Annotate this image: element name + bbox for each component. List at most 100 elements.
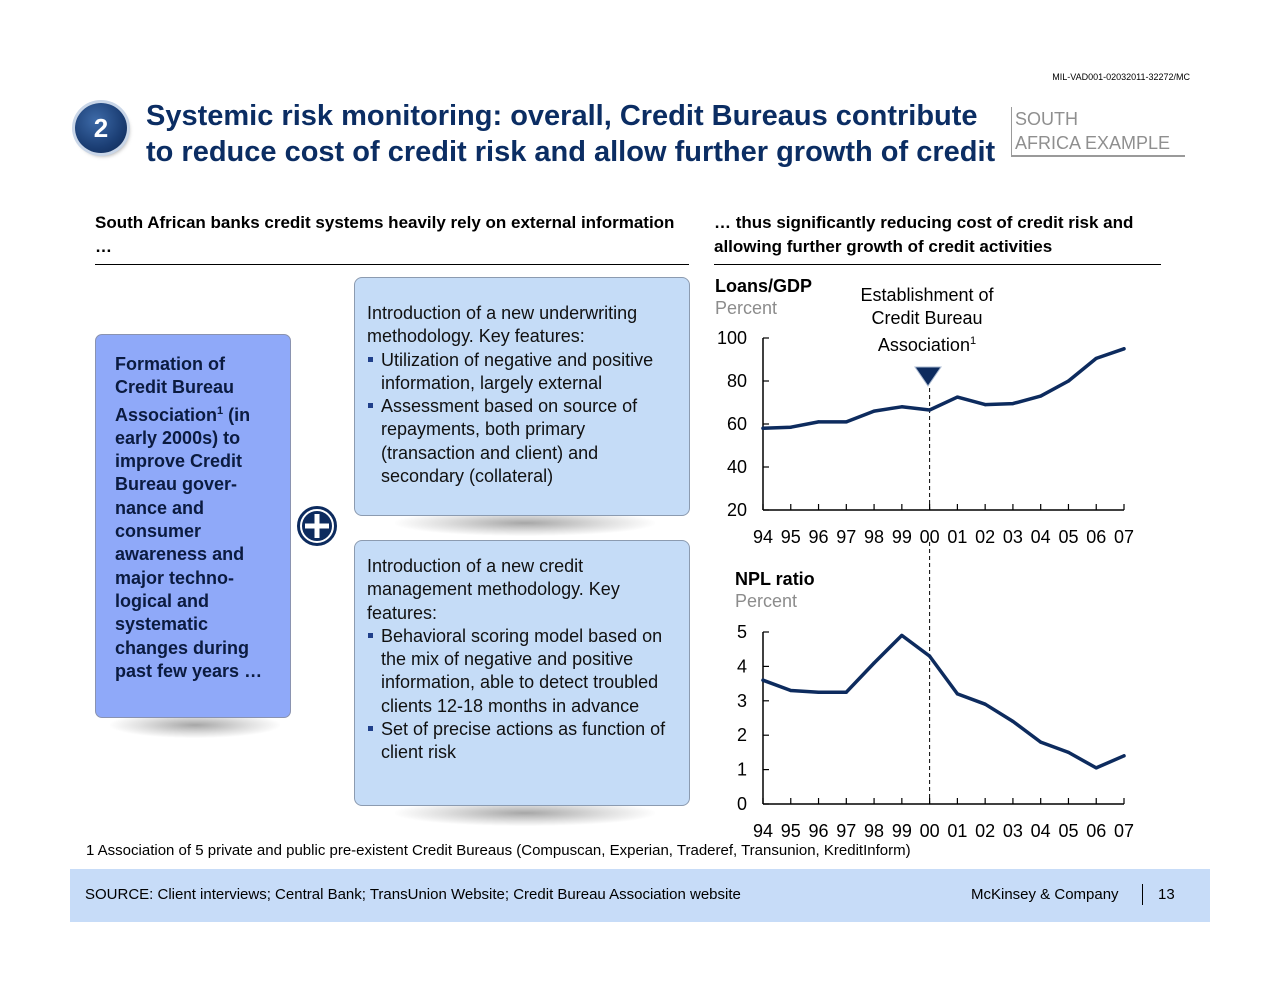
npl-y-tick-label: 3 xyxy=(737,691,747,711)
loans-gdp-x-tick-label: 01 xyxy=(947,527,967,547)
npl-data-point xyxy=(928,654,932,658)
event-annotation: Establishment of Credit Bureau Associati… xyxy=(842,284,1012,357)
square-bullet-icon xyxy=(368,632,373,638)
section-number-badge: 2 xyxy=(75,103,127,153)
loans-gdp-y-tick-label: 40 xyxy=(727,457,747,477)
npl-y-tick-label: 5 xyxy=(737,622,747,642)
region-tag-line1: SOUTH xyxy=(1015,109,1078,129)
npl-data-point xyxy=(789,688,793,693)
npl-chart-unit: Percent xyxy=(735,591,798,611)
npl-chart-title: NPL ratio xyxy=(735,569,815,589)
npl-x-tick-label: 04 xyxy=(1031,821,1051,841)
loans-gdp-x-tick-label: 96 xyxy=(809,527,829,547)
credit-management-methodology-box: Introduction of a new credit management … xyxy=(354,540,690,806)
source-note: SOURCE: Client interviews; Central Bank;… xyxy=(85,886,741,903)
loans-gdp-x-tick-label: 05 xyxy=(1058,527,1078,547)
square-bullet-icon xyxy=(368,403,373,409)
loans-gdp-x-tick-label: 97 xyxy=(836,527,856,547)
loans-gdp-data-point xyxy=(789,425,793,429)
loans-gdp-data-point xyxy=(955,395,959,399)
loans-gdp-chart-unit: Percent xyxy=(715,298,778,318)
npl-x-tick-label: 99 xyxy=(892,821,912,841)
plus-icon xyxy=(297,506,337,546)
npl-data-point xyxy=(844,690,848,694)
npl-y-tick-label: 1 xyxy=(737,760,747,780)
feature-box-1-bullets: Utilization of negative and positive inf… xyxy=(367,349,677,489)
npl-series-line xyxy=(761,633,1126,770)
npl-data-point xyxy=(983,702,987,706)
feature-box-2-intro: Introduction of a new credit management … xyxy=(367,556,620,623)
loans-gdp-y-tick-label: 20 xyxy=(727,500,747,520)
npl-x-tick-label: 06 xyxy=(1086,821,1106,841)
npl-x-tick-label: 00 xyxy=(920,821,940,841)
npl-data-point xyxy=(761,678,765,682)
list-item: Assessment based on source of repayments… xyxy=(367,395,677,488)
loans-gdp-data-point xyxy=(900,405,904,409)
bullet-text: Utilization of negative and positive inf… xyxy=(381,349,654,393)
loans-gdp-x-tick-label: 02 xyxy=(975,527,995,547)
loans-gdp-y-tick-label: 80 xyxy=(727,371,747,391)
formation-footnote-ref: 1 xyxy=(217,404,224,417)
loans-gdp-data-point xyxy=(816,420,821,424)
loans-gdp-x-tick-label: 06 xyxy=(1086,527,1106,547)
bullet-text: Set of precise actions as function of cl… xyxy=(381,719,666,763)
footer-bar: SOURCE: Client interviews; Central Bank;… xyxy=(70,869,1210,922)
left-section-heading: South African banks credit systems heavi… xyxy=(95,211,689,265)
npl-x-tick-label: 95 xyxy=(781,821,801,841)
npl-data-point xyxy=(1011,719,1015,724)
loans-gdp-data-point xyxy=(983,403,987,407)
list-item: Utilization of negative and positive inf… xyxy=(367,349,677,396)
square-bullet-icon xyxy=(368,356,373,362)
loans-gdp-y-tick-label: 60 xyxy=(727,414,747,434)
loans-gdp-x-tick-label: 95 xyxy=(781,527,801,547)
loans-gdp-x-tick-label: 03 xyxy=(1003,527,1023,547)
loans-gdp-x-tick-label: 04 xyxy=(1031,527,1051,547)
loans-gdp-data-point xyxy=(872,409,876,413)
npl-data-point xyxy=(1066,750,1071,755)
loans-gdp-data-point xyxy=(1039,394,1043,398)
npl-x-tick-label: 98 xyxy=(864,821,884,841)
npl-data-point xyxy=(955,692,959,696)
feature-box-1-intro: Introduction of a new underwriting metho… xyxy=(367,303,638,347)
loans-gdp-data-point xyxy=(1066,379,1071,383)
document-id: MIL-VAD001-02032011-32272/MC xyxy=(1052,72,1190,82)
region-tag-line2: AFRICA EXAMPLE xyxy=(1015,133,1171,153)
npl-y-tick-label: 2 xyxy=(737,725,747,745)
npl-data-point xyxy=(1039,740,1043,744)
right-section-heading: … thus significantly reducing cost of cr… xyxy=(714,211,1161,265)
underwriting-methodology-box: Introduction of a new underwriting metho… xyxy=(354,277,690,516)
npl-x-tick-label: 01 xyxy=(947,821,967,841)
loans-gdp-series-line xyxy=(761,347,1126,431)
loans-gdp-chart-title: Loans/GDP xyxy=(715,276,813,296)
square-bullet-icon xyxy=(368,726,373,732)
npl-data-point xyxy=(1122,754,1126,758)
brand-name: McKinsey & Company xyxy=(971,886,1119,903)
npl-data-point xyxy=(900,633,904,638)
npl-x-tick-label: 97 xyxy=(836,821,856,841)
page-number: 13 xyxy=(1158,886,1175,903)
npl-y-tick-label: 0 xyxy=(737,794,747,814)
event-marker-triangle-icon xyxy=(914,366,942,387)
list-item: Behavioral scoring model based on the mi… xyxy=(367,625,677,718)
event-annotation-line3: Association xyxy=(877,335,970,355)
loans-gdp-x-tick-label: 99 xyxy=(892,527,912,547)
region-tag: SOUTH AFRICA EXAMPLE xyxy=(1011,107,1185,157)
npl-data-point xyxy=(1094,766,1098,770)
loans-gdp-data-point xyxy=(761,426,765,430)
npl-data-point xyxy=(872,661,876,665)
loans-gdp-y-tick-label: 100 xyxy=(717,328,747,348)
loans-gdp-data-point xyxy=(844,420,848,424)
npl-x-tick-label: 07 xyxy=(1114,821,1134,841)
loans-gdp-data-point xyxy=(928,408,932,412)
formation-box: Formation of Credit Bureau Association1 … xyxy=(95,334,291,718)
list-item: Set of precise actions as function of cl… xyxy=(367,718,677,765)
npl-y-tick-label: 4 xyxy=(737,656,747,676)
loans-gdp-data-point xyxy=(1011,401,1015,406)
npl-data-point xyxy=(816,690,821,694)
bullet-text: Assessment based on source of repayments… xyxy=(381,396,638,487)
npl-x-tick-label: 02 xyxy=(975,821,995,841)
loans-gdp-x-tick-label: 94 xyxy=(753,527,773,547)
bullet-text: Behavioral scoring model based on the mi… xyxy=(381,625,663,716)
feature-box-2-bullets: Behavioral scoring model based on the mi… xyxy=(367,625,677,765)
formation-text-part1: Formation of Credit Bureau Association xyxy=(115,354,235,425)
